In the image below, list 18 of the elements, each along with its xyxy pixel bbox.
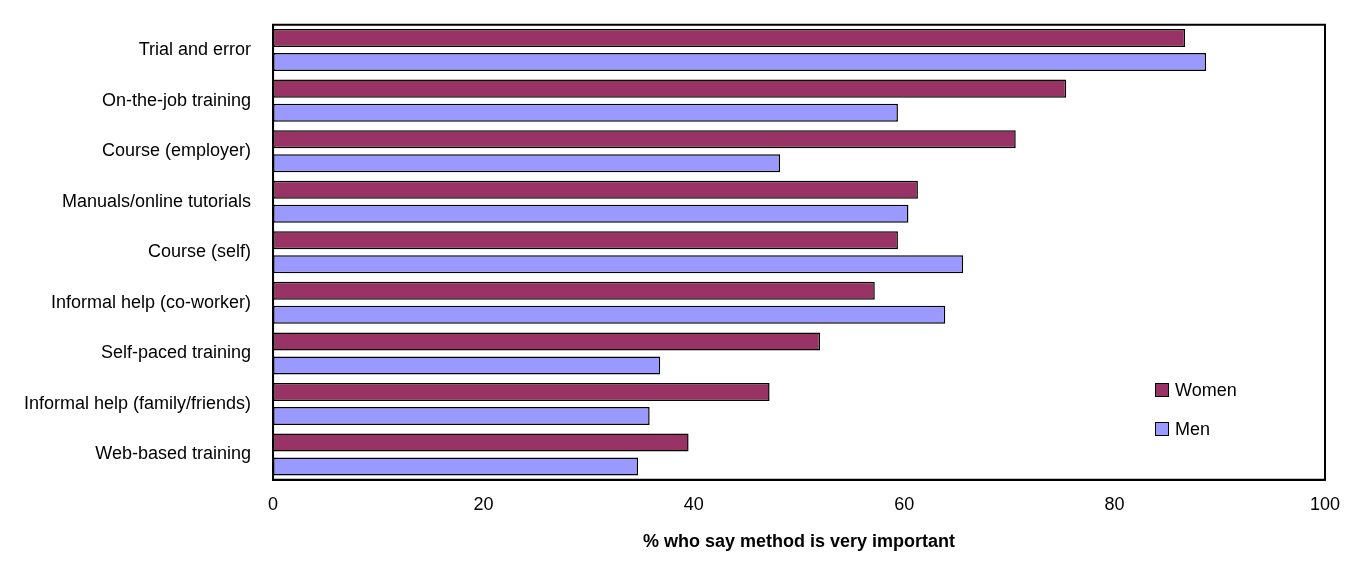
y-tick-label: On-the-job training — [101, 89, 252, 110]
y-tick-label: Web-based training — [95, 443, 252, 464]
x-tick-label: 40 — [683, 493, 704, 514]
y-tick-label: Informal help (family/friends) — [24, 392, 252, 413]
x-tick-label: 100 — [1309, 493, 1341, 514]
y-tick-label: Trial and error — [138, 39, 252, 60]
y-tick-label: Informal help (co-worker) — [51, 291, 252, 312]
x-tick-label: 0 — [268, 493, 279, 514]
x-axis-title: % who say method is very important — [643, 531, 956, 552]
legend-label: Women — [1174, 379, 1237, 401]
x-tick-label: 60 — [894, 493, 915, 514]
y-tick-label: Self-paced training — [100, 342, 252, 363]
x-tick-label: 20 — [473, 493, 494, 514]
y-tick-label: Course (self) — [148, 241, 252, 262]
y-tick-label: Course (employer) — [102, 140, 252, 161]
x-tick-label: 80 — [1104, 493, 1125, 514]
legend-label: Men — [1174, 418, 1211, 440]
y-tick-label: Manuals/online tutorials — [61, 190, 252, 211]
